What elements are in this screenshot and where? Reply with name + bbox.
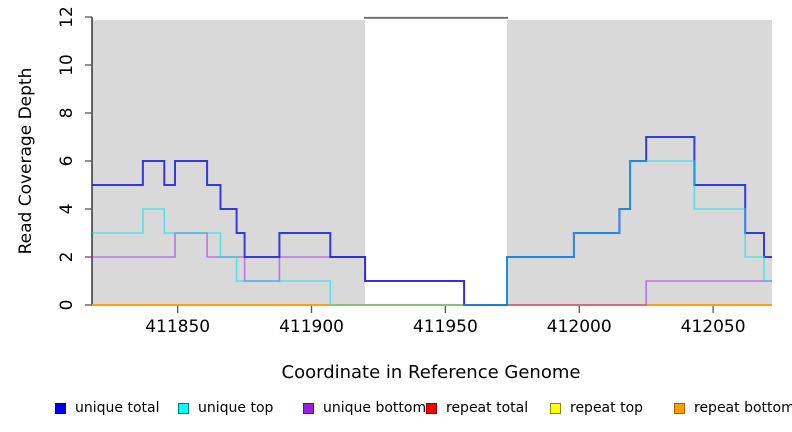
y-tick-label: 0 (57, 300, 77, 311)
x-tick-label: 411900 (279, 317, 344, 337)
x-tick-label: 412050 (681, 317, 746, 337)
y-tick-label: 4 (57, 204, 77, 215)
x-tick-label: 412000 (547, 317, 612, 337)
x-tick-label: 411950 (413, 317, 478, 337)
x-axis-title: Coordinate in Reference Genome (281, 362, 581, 383)
y-tick-label: 6 (57, 156, 77, 167)
series-unique_total (92, 136, 772, 306)
y-tick-label: 2 (57, 252, 77, 263)
x-tick-label: 411850 (145, 317, 210, 337)
y-tick-label: 10 (57, 54, 77, 76)
y-tick-label: 12 (57, 6, 77, 28)
y-tick-label: 8 (57, 108, 77, 119)
series-unique_top (92, 160, 772, 306)
shaded-region (92, 20, 366, 304)
y-axis-title: Read Coverage Depth (16, 67, 36, 255)
